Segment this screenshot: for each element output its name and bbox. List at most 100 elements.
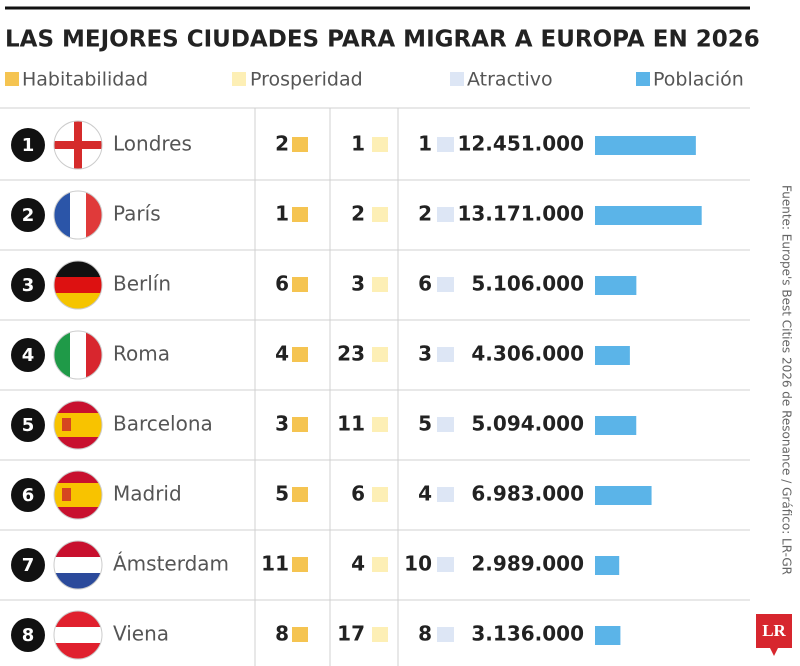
poblacion-bar <box>595 276 637 295</box>
legend-label: Prosperidad <box>250 69 363 91</box>
poblacion: 12.451.000 <box>457 132 584 156</box>
poblacion: 3.136.000 <box>471 622 584 646</box>
flag-ring <box>53 470 103 520</box>
atractivo-swatch <box>437 417 454 432</box>
poblacion-bar <box>595 206 702 225</box>
poblacion-bar <box>595 556 620 575</box>
habitabilidad-swatch <box>292 557 308 572</box>
logo: LR <box>756 614 792 656</box>
poblacion: 13.171.000 <box>457 202 584 226</box>
logo-box <box>756 614 792 648</box>
habitabilidad-swatch <box>292 137 308 152</box>
poblacion: 6.983.000 <box>471 482 584 506</box>
habitabilidad: 11 <box>261 552 289 576</box>
poblacion-bar <box>595 486 652 505</box>
flag-ring <box>53 190 103 240</box>
rank-badge <box>11 548 45 582</box>
legend-swatch <box>450 72 464 86</box>
rank: 3 <box>22 275 35 296</box>
atractivo-swatch <box>437 627 454 642</box>
habitabilidad: 3 <box>275 412 289 436</box>
habitabilidad-swatch <box>292 627 308 642</box>
rank-badge <box>11 268 45 302</box>
habitabilidad-swatch <box>292 417 308 432</box>
rank: 7 <box>22 555 35 576</box>
prosperidad: 1 <box>351 132 365 156</box>
rank: 1 <box>22 135 35 156</box>
poblacion-bar <box>595 626 621 645</box>
prosperidad: 11 <box>337 412 365 436</box>
city: Londres <box>113 132 192 156</box>
poblacion: 2.989.000 <box>471 552 584 576</box>
rank-badge <box>11 618 45 652</box>
atractivo: 8 <box>418 622 432 646</box>
prosperidad-swatch <box>372 487 388 502</box>
rank-badge <box>11 128 45 162</box>
rank-badge <box>11 338 45 372</box>
prosperidad: 4 <box>351 552 365 576</box>
source: Fuente: Europe's Best Cities 2026 de Res… <box>780 185 794 575</box>
atractivo: 4 <box>418 482 432 506</box>
flag-ring <box>53 330 103 380</box>
prosperidad-swatch <box>372 277 388 292</box>
city: Madrid <box>113 482 182 506</box>
habitabilidad: 8 <box>275 622 289 646</box>
rank: 4 <box>22 345 35 366</box>
flag-ring <box>53 540 103 590</box>
atractivo-swatch <box>437 277 454 292</box>
habitabilidad: 6 <box>275 272 289 296</box>
prosperidad: 23 <box>337 342 365 366</box>
prosperidad-swatch <box>372 417 388 432</box>
legend-label: Atractivo <box>467 69 553 91</box>
atractivo: 1 <box>418 132 432 156</box>
poblacion: 5.106.000 <box>471 272 584 296</box>
poblacion: 4.306.000 <box>471 342 584 366</box>
habitabilidad: 1 <box>275 202 289 226</box>
city: Ámsterdam <box>113 552 229 576</box>
legend-label: Población <box>653 69 744 91</box>
prosperidad-swatch <box>372 557 388 572</box>
atractivo-swatch <box>437 137 454 152</box>
flag-ring <box>53 120 103 170</box>
city: Berlín <box>113 272 171 296</box>
rank-badge <box>11 408 45 442</box>
rank-badge <box>11 478 45 512</box>
atractivo: 2 <box>418 202 432 226</box>
atractivo-swatch <box>437 207 454 222</box>
poblacion-bar <box>595 346 630 365</box>
habitabilidad: 2 <box>275 132 289 156</box>
flag-ring <box>53 610 103 660</box>
prosperidad: 3 <box>351 272 365 296</box>
logo-tip <box>770 648 778 656</box>
flag-ring <box>53 400 103 450</box>
atractivo-swatch <box>437 487 454 502</box>
logo-text: LR <box>762 621 786 640</box>
prosperidad-swatch <box>372 347 388 362</box>
poblacion-bar <box>595 416 637 435</box>
habitabilidad-swatch <box>292 487 308 502</box>
prosperidad: 2 <box>351 202 365 226</box>
legend: Habitabilidad Prosperidad Atractivo Pobl… <box>5 69 744 91</box>
poblacion: 5.094.000 <box>471 412 584 436</box>
city: Roma <box>113 342 170 366</box>
title: LAS MEJORES CIUDADES PARA MIGRAR A EUROP… <box>5 27 760 53</box>
habitabilidad-swatch <box>292 277 308 292</box>
atractivo: 6 <box>418 272 432 296</box>
atractivo-swatch <box>437 557 454 572</box>
atractivo: 3 <box>418 342 432 366</box>
legend-label: Habitabilidad <box>22 69 148 91</box>
prosperidad-swatch <box>372 137 388 152</box>
city: Viena <box>113 622 169 646</box>
prosperidad: 17 <box>337 622 365 646</box>
rank: 2 <box>22 205 35 226</box>
prosperidad-swatch <box>372 207 388 222</box>
atractivo: 5 <box>418 412 432 436</box>
poblacion-bar <box>595 136 696 155</box>
rank: 8 <box>22 625 35 646</box>
habitabilidad-swatch <box>292 347 308 362</box>
habitabilidad-swatch <box>292 207 308 222</box>
legend-swatch <box>232 72 246 86</box>
atractivo-swatch <box>437 347 454 362</box>
city: Barcelona <box>113 412 213 436</box>
